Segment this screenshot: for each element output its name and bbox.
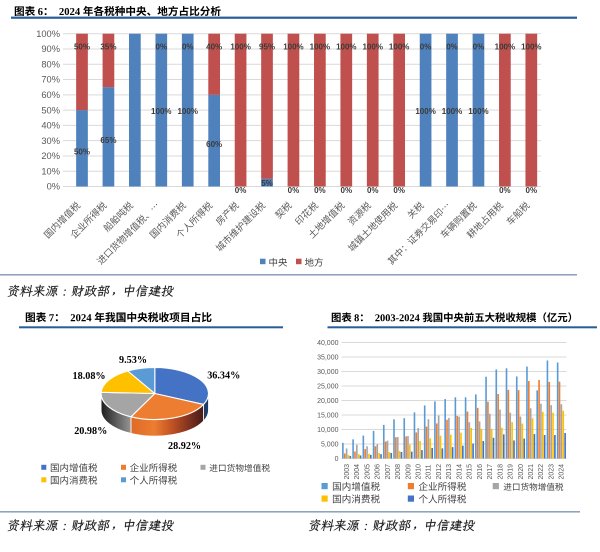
svg-text:100%: 100%	[230, 43, 250, 52]
svg-text:65%: 65%	[100, 136, 116, 145]
svg-text:2009: 2009	[405, 464, 412, 480]
svg-text:2011: 2011	[426, 464, 433, 479]
svg-text:50%: 50%	[41, 105, 60, 115]
svg-text:15,000: 15,000	[317, 412, 339, 419]
svg-text:2013: 2013	[446, 464, 453, 480]
svg-text:2019: 2019	[508, 464, 515, 480]
svg-text:100%: 100%	[495, 43, 515, 52]
svg-text:2017: 2017	[487, 464, 494, 480]
svg-text:95%: 95%	[259, 43, 275, 52]
svg-text:0%: 0%	[47, 182, 60, 192]
svg-text:5,000: 5,000	[321, 441, 339, 448]
svg-text:100%: 100%	[336, 43, 356, 52]
svg-text:20.98%: 20.98%	[74, 426, 107, 437]
svg-text:20%: 20%	[41, 151, 60, 161]
svg-text:35%: 35%	[100, 43, 116, 52]
svg-text:0: 0	[335, 456, 339, 463]
svg-text:100%: 100%	[177, 107, 197, 116]
svg-text:0%: 0%	[182, 43, 194, 52]
svg-text:100%: 100%	[283, 43, 303, 52]
svg-text:9.53%: 9.53%	[119, 355, 147, 366]
svg-text:36.34%: 36.34%	[207, 371, 240, 382]
svg-text:2014: 2014	[456, 464, 463, 480]
svg-text:30,000: 30,000	[317, 369, 339, 376]
svg-text:100%: 100%	[415, 107, 435, 116]
svg-text:30%: 30%	[41, 136, 60, 146]
svg-text:2012: 2012	[436, 464, 443, 480]
svg-text:2008: 2008	[395, 464, 402, 480]
svg-text:0%: 0%	[314, 186, 326, 195]
svg-text:100%: 100%	[389, 43, 409, 52]
svg-text:0%: 0%	[420, 43, 432, 52]
svg-text:100%: 100%	[468, 107, 488, 116]
svg-text:0%: 0%	[446, 43, 458, 52]
svg-text:90%: 90%	[41, 44, 60, 54]
svg-text:0%: 0%	[367, 186, 379, 195]
svg-text:2020: 2020	[518, 464, 525, 480]
svg-text:2024: 2024	[559, 464, 566, 480]
svg-text:18.08%: 18.08%	[73, 371, 106, 382]
svg-text:40%: 40%	[206, 43, 222, 52]
svg-text:2005: 2005	[364, 464, 371, 480]
svg-text:2003: 2003	[344, 464, 351, 480]
svg-text:20,000: 20,000	[317, 398, 339, 405]
svg-text:100%: 100%	[442, 107, 462, 116]
svg-text:2022: 2022	[538, 464, 545, 480]
svg-text:50%: 50%	[74, 43, 90, 52]
svg-text:35,000: 35,000	[317, 354, 339, 361]
svg-text:25,000: 25,000	[317, 383, 339, 390]
svg-text:0%: 0%	[499, 186, 511, 195]
svg-text:5%: 5%	[261, 179, 273, 188]
svg-text:70%: 70%	[41, 75, 60, 85]
svg-text:100%: 100%	[151, 107, 171, 116]
svg-text:2004: 2004	[354, 464, 361, 480]
svg-text:100%: 100%	[36, 29, 60, 39]
svg-text:2010: 2010	[416, 464, 423, 480]
svg-text:2021: 2021	[528, 464, 535, 480]
svg-text:0%: 0%	[526, 186, 538, 195]
svg-text:2015: 2015	[467, 464, 474, 480]
svg-text:10%: 10%	[41, 166, 60, 176]
svg-text:2018: 2018	[497, 464, 504, 480]
svg-text:2006: 2006	[375, 464, 382, 480]
svg-text:0%: 0%	[288, 186, 300, 195]
svg-text:100%: 100%	[362, 43, 382, 52]
svg-text:40,000: 40,000	[317, 340, 339, 347]
svg-text:0%: 0%	[156, 43, 168, 52]
svg-text:2023: 2023	[548, 464, 555, 480]
svg-text:50%: 50%	[74, 148, 90, 157]
svg-text:2016: 2016	[477, 464, 484, 480]
svg-text:80%: 80%	[41, 59, 60, 69]
svg-text:28.92%: 28.92%	[168, 441, 201, 452]
svg-text:10,000: 10,000	[317, 427, 339, 434]
svg-text:0%: 0%	[341, 186, 353, 195]
svg-text:0%: 0%	[393, 186, 405, 195]
svg-text:60%: 60%	[41, 90, 60, 100]
svg-text:0%: 0%	[473, 43, 485, 52]
svg-text:60%: 60%	[206, 140, 222, 149]
svg-text:40%: 40%	[41, 121, 60, 131]
svg-text:100%: 100%	[521, 43, 541, 52]
svg-text:0%: 0%	[235, 186, 247, 195]
svg-text:2007: 2007	[385, 464, 392, 480]
svg-text:100%: 100%	[310, 43, 330, 52]
